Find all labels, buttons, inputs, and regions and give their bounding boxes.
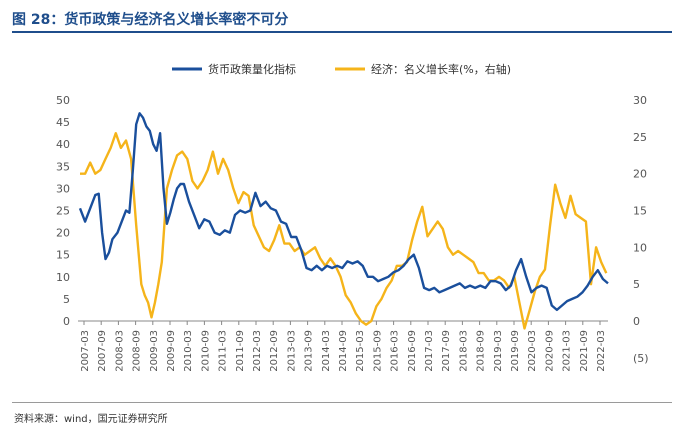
x-tick-label: 2014-09 [338, 330, 349, 372]
series-line-economy [80, 131, 608, 330]
x-tick-label: 2009-09 [166, 330, 177, 372]
x-tick-label: 2018-09 [476, 330, 487, 372]
right-y-tick-label: (5) [633, 352, 649, 365]
left-y-tick-label: 10 [56, 271, 70, 284]
left-y-tick-label: 15 [56, 249, 70, 262]
x-tick-label: 2018-03 [458, 330, 469, 372]
x-tick-label: 2016-09 [407, 330, 418, 372]
left-y-tick-label: 35 [56, 160, 70, 173]
x-tick-label: 2021-09 [579, 330, 590, 372]
right-y-tick-label: 5 [633, 278, 640, 291]
x-tick-label: 2007-03 [80, 330, 91, 372]
left-y-tick-label: 45 [56, 116, 70, 129]
x-tick-label: 2015-09 [372, 330, 383, 372]
right-y-tick-label: 25 [633, 131, 647, 144]
x-tick-label: 2010-03 [183, 330, 194, 372]
right-y-tick-label: 0 [633, 315, 640, 328]
footer-divider [12, 402, 672, 403]
x-tick-label: 2008-09 [132, 330, 143, 372]
x-tick-label: 2020-09 [544, 330, 555, 372]
left-y-tick-label: 50 [56, 94, 70, 107]
x-tick-label: 2013-09 [304, 330, 315, 372]
figure-title: 图 28：货币政策与经济名义增长率密不可分 [12, 12, 289, 28]
x-tick-label: 2014-03 [321, 330, 332, 372]
x-tick-label: 2019-09 [510, 330, 521, 372]
right-y-tick-label: 10 [633, 241, 647, 254]
x-tick-label: 2008-03 [114, 330, 125, 372]
x-tick-label: 2020-03 [527, 330, 538, 372]
right-y-tick-label: 30 [633, 94, 647, 107]
title-divider [12, 31, 672, 33]
right-y-tick-label: 15 [633, 205, 647, 218]
left-y-axis: 0 5 10 15 20 25 30 35 40 45 50 [56, 94, 70, 328]
legend-label-policy: 货币政策量化指标 [208, 62, 296, 76]
x-tick-label: 2010-09 [200, 330, 211, 372]
right-y-tick-label: 20 [633, 168, 647, 181]
x-tick-label: 2013-03 [286, 330, 297, 372]
right-y-axis: (5) 0 5 10 15 20 25 30 [633, 94, 649, 365]
x-axis-ticks: 2007-03 2007-09 2008-03 2008-09 2009-03 2009-… [80, 321, 607, 372]
x-tick-label: 2007-09 [97, 330, 108, 372]
x-tick-label: 2011-03 [218, 330, 229, 372]
x-tick-label: 2021-03 [562, 330, 573, 372]
series-line-policy [78, 112, 609, 312]
x-tick-label: 2009-03 [149, 330, 160, 372]
left-y-tick-label: 25 [56, 205, 70, 218]
legend-label-economy: 经济：名义增长率(%，右轴) [371, 62, 511, 76]
x-tick-label: 2019-03 [493, 330, 504, 372]
left-y-tick-label: 30 [56, 182, 70, 195]
left-y-tick-label: 0 [63, 315, 70, 328]
left-y-tick-label: 5 [63, 293, 70, 306]
x-tick-label: 2011-09 [235, 330, 246, 372]
left-y-tick-label: 20 [56, 227, 70, 240]
x-tick-label: 2017-09 [441, 330, 452, 372]
legend: 货币政策量化指标 经济：名义增长率(%，右轴) [172, 62, 511, 76]
x-tick-label: 2022-03 [596, 330, 607, 372]
source-note: 资料来源：wind，国元证券研究所 [14, 414, 168, 425]
x-tick-label: 2015-03 [355, 330, 366, 372]
x-tick-label: 2012-03 [252, 330, 263, 372]
x-tick-label: 2016-03 [390, 330, 401, 372]
x-tick-label: 2012-09 [269, 330, 280, 372]
x-tick-label: 2017-03 [424, 330, 435, 372]
left-y-tick-label: 40 [56, 138, 70, 151]
